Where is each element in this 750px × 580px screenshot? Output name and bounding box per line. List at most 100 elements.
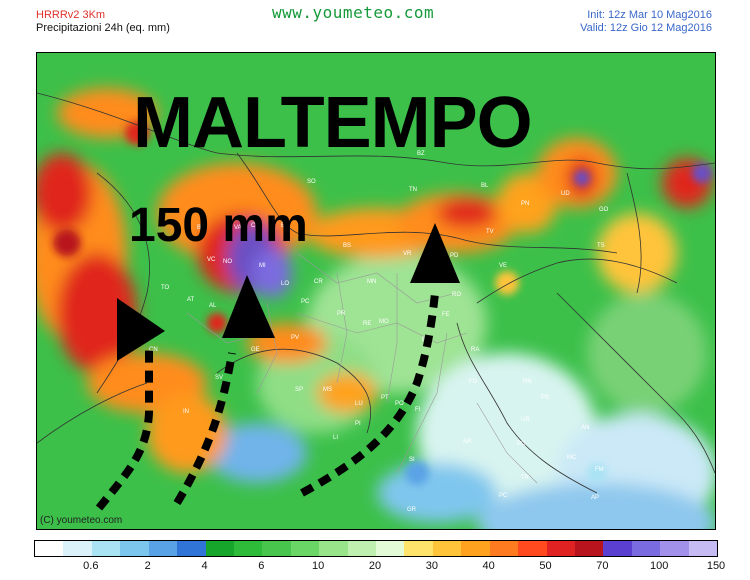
- svg-text:PR: PR: [337, 311, 346, 317]
- svg-text:AT: AT: [187, 297, 195, 303]
- legend-swatch: [319, 541, 348, 556]
- legend-swatch: [233, 541, 263, 556]
- svg-text:VR: VR: [403, 251, 412, 257]
- storm-track-lines: [95, 292, 439, 511]
- precip-field-details: [53, 121, 712, 485]
- legend-swatch: [347, 541, 377, 556]
- svg-text:PT: PT: [381, 395, 389, 401]
- valid-time: Valid: 12z Gio 12 Mag2016: [580, 22, 712, 34]
- legend-tick-label: 10: [312, 560, 325, 572]
- init-time: Init: 12z Mar 10 Mag2016: [587, 9, 712, 21]
- svg-text:RE: RE: [363, 321, 371, 327]
- copyright-label: (C) youmeteo.com: [40, 515, 123, 526]
- svg-text:SV: SV: [215, 375, 223, 381]
- legend-swatch: [489, 541, 519, 556]
- svg-text:PC: PC: [499, 493, 508, 499]
- svg-text:BZ: BZ: [417, 151, 425, 157]
- arrowhead-east: [410, 223, 460, 283]
- svg-text:PI: PI: [355, 421, 361, 427]
- svg-text:PS: PS: [541, 395, 549, 401]
- arrowhead-west: [117, 298, 165, 361]
- legend-swatch: [575, 541, 604, 556]
- legend-ticks: 0.6 2 4 6 10 20 30 40 50 70 100 150: [34, 560, 725, 574]
- svg-text:BG: BG: [281, 223, 290, 229]
- site-url[interactable]: www.youmeteo.com: [272, 3, 435, 22]
- legend-tick-label: 20: [368, 560, 382, 572]
- svg-text:FE: FE: [442, 312, 450, 318]
- legend-swatch: [91, 541, 121, 556]
- svg-text:TR: TR: [521, 475, 530, 481]
- storm-track-line-east: [300, 292, 439, 497]
- amount-overlay: 150 mm: [129, 199, 308, 252]
- svg-text:MN: MN: [367, 279, 376, 285]
- svg-text:CO: CO: [251, 223, 260, 229]
- svg-text:AL: AL: [209, 303, 217, 309]
- legend-swatch: [546, 541, 576, 556]
- svg-text:LU: LU: [355, 401, 363, 407]
- svg-text:FO: FO: [469, 379, 478, 385]
- svg-text:LO: LO: [281, 281, 289, 287]
- legend-swatch: [660, 541, 689, 556]
- legend-tick-label: 0.6: [83, 560, 99, 572]
- svg-text:PC: PC: [301, 299, 310, 305]
- svg-text:NO: NO: [223, 259, 232, 265]
- arrowhead-central: [222, 275, 275, 338]
- svg-text:MI: MI: [259, 263, 266, 269]
- svg-text:MC: MC: [567, 455, 577, 461]
- legend-swatch: [63, 541, 92, 556]
- svg-text:CN: CN: [149, 347, 158, 353]
- svg-text:IN: IN: [183, 409, 189, 415]
- legend-swatch: [631, 541, 661, 556]
- svg-text:FI: FI: [415, 407, 421, 413]
- legend-swatch: [148, 541, 178, 556]
- svg-text:RA: RA: [471, 347, 479, 353]
- legend-tick-label: 6: [258, 560, 265, 572]
- svg-text:SI: SI: [409, 457, 415, 463]
- svg-text:FM: FM: [595, 467, 604, 473]
- svg-text:AR: AR: [463, 439, 472, 445]
- legend-swatch: [290, 541, 320, 556]
- legend-swatch: [177, 541, 206, 556]
- svg-text:AN: AN: [581, 425, 589, 431]
- svg-text:UD: UD: [561, 191, 570, 197]
- map-borders: [37, 92, 715, 494]
- svg-text:TO: TO: [161, 285, 170, 291]
- legend-swatch: [461, 541, 490, 556]
- svg-text:RO: RO: [452, 292, 461, 298]
- svg-text:GO: GO: [599, 207, 609, 213]
- svg-text:VA: VA: [234, 225, 242, 231]
- svg-text:MO: MO: [379, 319, 389, 325]
- storm-track-line-west: [95, 343, 153, 511]
- legend-tick-label: 4: [201, 560, 208, 572]
- legend-tick-label: 100: [649, 560, 669, 572]
- legend-tick-label: 150: [706, 560, 726, 572]
- legend-swatch: [376, 541, 405, 556]
- svg-text:TN: TN: [409, 187, 417, 193]
- legend-swatch: [120, 541, 149, 556]
- svg-text:GE: GE: [251, 347, 260, 353]
- legend-swatch: [404, 541, 433, 556]
- svg-text:BL: BL: [481, 183, 489, 189]
- legend-tick-label: 40: [482, 560, 495, 572]
- svg-text:TS: TS: [597, 243, 605, 249]
- svg-text:RN: RN: [523, 379, 532, 385]
- svg-text:SP: SP: [295, 387, 303, 393]
- svg-text:GR: GR: [407, 507, 417, 513]
- svg-text:PD: PD: [450, 253, 459, 259]
- svg-text:BI: BI: [197, 225, 203, 231]
- legend-swatch: [603, 541, 632, 556]
- svg-text:SO: SO: [307, 179, 316, 185]
- legend-swatch: [688, 541, 718, 556]
- legend-swatch: [205, 541, 234, 556]
- legend-swatch: [262, 541, 291, 556]
- svg-text:UR: UR: [521, 417, 530, 423]
- svg-text:VC: VC: [207, 257, 216, 263]
- model-label: HRRRv2 3Km: [36, 9, 106, 21]
- storm-track-arrows: [117, 223, 460, 361]
- svg-text:PG: PG: [517, 441, 526, 447]
- field-label: Precipitazioni 24h (eq. mm): [36, 22, 170, 34]
